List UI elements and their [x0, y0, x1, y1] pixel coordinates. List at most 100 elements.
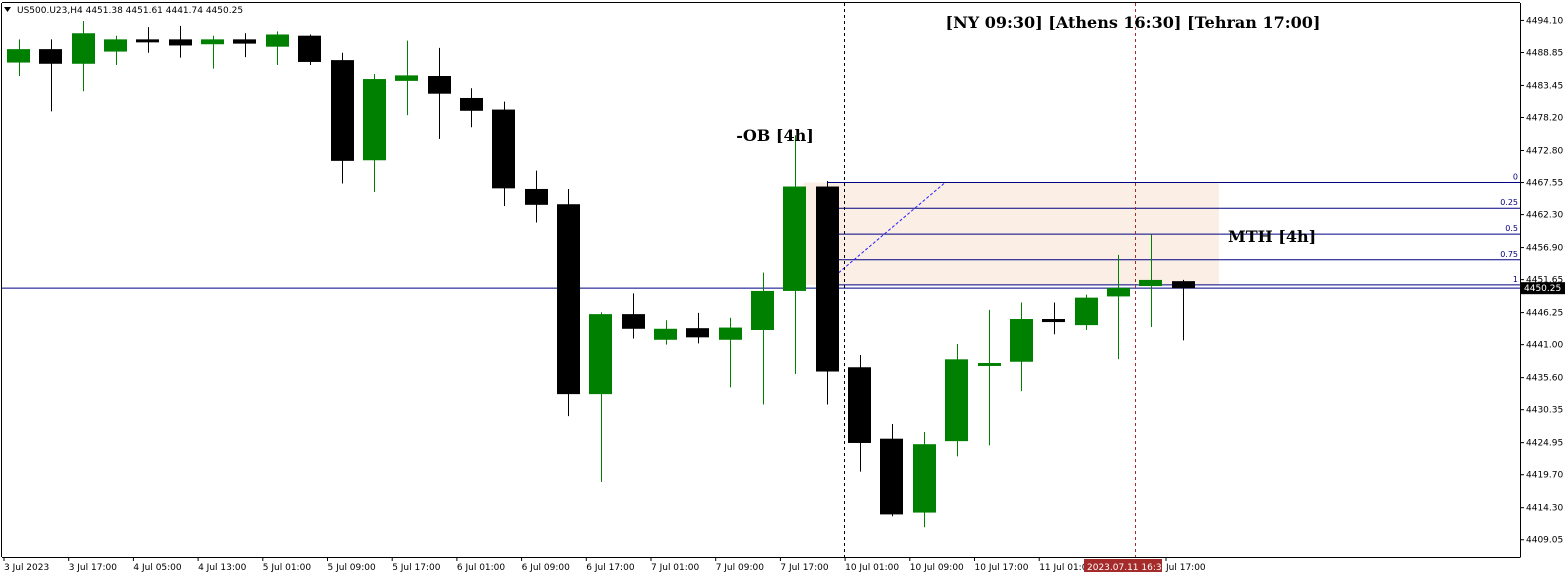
candle[interactable]: [589, 312, 612, 483]
candle-body[interactable]: [1139, 279, 1162, 287]
candle-body[interactable]: [363, 79, 386, 161]
candle-body[interactable]: [1107, 287, 1130, 297]
candle[interactable]: [331, 52, 354, 184]
candle-body[interactable]: [72, 33, 95, 64]
x-tick-label: 3 Jul 17:00: [69, 563, 118, 573]
candle[interactable]: [654, 320, 677, 345]
x-tick-label: 10 Jul 17:00: [975, 563, 1029, 573]
fib-level-label: 0.75: [1500, 250, 1518, 259]
candle-body[interactable]: [492, 109, 515, 189]
candle[interactable]: [686, 312, 709, 344]
x-tick-label: 7 Jul 01:00: [651, 563, 700, 573]
candle-body[interactable]: [557, 204, 580, 395]
candle[interactable]: [169, 25, 192, 58]
x-tick-label: 4 Jul 13:00: [198, 563, 247, 573]
candle-body[interactable]: [880, 438, 903, 515]
candle[interactable]: [492, 101, 515, 207]
candle[interactable]: [913, 431, 936, 528]
candle-body[interactable]: [136, 39, 159, 43]
y-tick-label: 4414.30: [1526, 504, 1563, 514]
candle[interactable]: [460, 88, 483, 128]
candle-body[interactable]: [1075, 297, 1098, 326]
candle-body[interactable]: [913, 444, 936, 513]
candle-body[interactable]: [783, 186, 806, 291]
candle-body[interactable]: [945, 359, 968, 442]
candle-body[interactable]: [978, 362, 1001, 366]
fib-connector-line: [826, 182, 946, 283]
candle[interactable]: [266, 31, 289, 66]
candle[interactable]: [104, 35, 127, 66]
x-tick-label: 6 Jul 17:00: [586, 563, 635, 573]
candle[interactable]: [72, 21, 95, 92]
candle-body[interactable]: [816, 186, 839, 372]
candle-body[interactable]: [1172, 281, 1195, 289]
candle-body[interactable]: [1010, 319, 1033, 362]
candle-body[interactable]: [298, 35, 321, 62]
candle[interactable]: [783, 135, 806, 374]
candle[interactable]: [622, 293, 645, 339]
candle-body[interactable]: [39, 49, 62, 64]
candle[interactable]: [880, 424, 903, 517]
candle-body[interactable]: [525, 188, 548, 205]
candle[interactable]: [1010, 302, 1033, 392]
candle-body[interactable]: [266, 34, 289, 47]
candle[interactable]: [136, 27, 159, 53]
candle[interactable]: [363, 74, 386, 193]
x-tick-label: 10 Jul 09:00: [910, 563, 964, 573]
candle[interactable]: [39, 39, 62, 112]
candle[interactable]: [751, 272, 774, 405]
y-tick-label: 4488.85: [1526, 48, 1563, 58]
candle-body[interactable]: [751, 290, 774, 331]
candle[interactable]: [428, 47, 451, 139]
candle-body[interactable]: [233, 39, 256, 44]
y-tick-label: 4467.55: [1526, 179, 1563, 189]
fib-level-label: 1: [1513, 275, 1518, 284]
candle-body[interactable]: [395, 75, 418, 81]
triangle-down-icon[interactable]: [4, 7, 11, 12]
candle-body[interactable]: [428, 75, 451, 94]
candle[interactable]: [7, 39, 30, 76]
candle[interactable]: [201, 35, 224, 69]
candle[interactable]: [719, 317, 742, 388]
y-tick-label: 4424.95: [1526, 439, 1563, 449]
candle[interactable]: [1042, 302, 1065, 335]
candle-body[interactable]: [331, 60, 354, 161]
candle[interactable]: [557, 188, 580, 417]
y-tick-label: 4494.10: [1526, 16, 1563, 26]
candle[interactable]: [298, 34, 321, 66]
candle[interactable]: [395, 40, 418, 116]
candle[interactable]: [525, 170, 548, 223]
candle[interactable]: [1139, 234, 1162, 327]
y-tick-label: 4446.25: [1526, 309, 1563, 319]
candle-body[interactable]: [589, 314, 612, 395]
candle[interactable]: [233, 33, 256, 58]
candle-body[interactable]: [201, 39, 224, 45]
candle-body[interactable]: [719, 327, 742, 340]
y-tick-label: 4409.05: [1526, 536, 1563, 546]
candle-body[interactable]: [169, 39, 192, 46]
candle-body[interactable]: [460, 97, 483, 111]
candle-body[interactable]: [848, 367, 871, 443]
candle[interactable]: [945, 344, 968, 457]
candle-body[interactable]: [622, 314, 645, 329]
x-tick-label: 6 Jul 09:00: [522, 563, 571, 573]
candle[interactable]: [978, 309, 1001, 446]
symbol-header: US500.U23,H4 4451.38 4451.61 4441.74 445…: [17, 6, 243, 16]
candle-body[interactable]: [686, 328, 709, 338]
candle[interactable]: [1075, 294, 1098, 331]
candle-body[interactable]: [104, 39, 127, 52]
candle[interactable]: [1107, 254, 1130, 360]
candle-body[interactable]: [1042, 319, 1065, 323]
x-tick-label: 4 Jul 05:00: [133, 563, 182, 573]
candle[interactable]: [816, 181, 839, 405]
highlight-time-label: 2023.07.11 16:30: [1087, 563, 1168, 573]
x-tick-label: 11 Jul 01:00: [1039, 563, 1093, 573]
current-price-box: [1521, 282, 1565, 295]
candle-body[interactable]: [654, 328, 677, 340]
y-tick-label: 4441.00: [1526, 341, 1563, 351]
candle[interactable]: [848, 355, 871, 472]
candle[interactable]: [1172, 279, 1195, 341]
candle-body[interactable]: [7, 49, 30, 63]
